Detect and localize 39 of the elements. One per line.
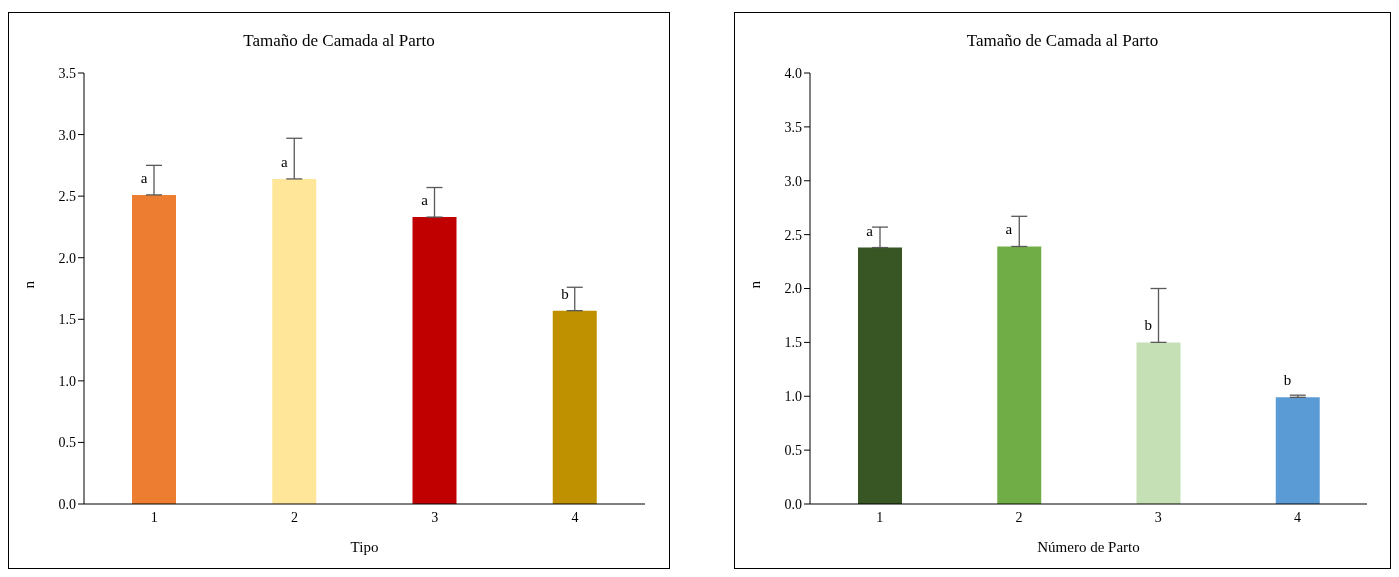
x-tick-label: 2 xyxy=(1014,509,1022,525)
annotation: a xyxy=(865,222,873,239)
y-axis-title: n xyxy=(21,280,38,289)
x-tick-label: 4 xyxy=(571,509,579,525)
y-tick-label: 0.0 xyxy=(784,496,802,512)
annotation: a xyxy=(140,169,148,186)
y-tick-label: 3.0 xyxy=(58,127,76,143)
annotation: a xyxy=(281,153,289,170)
y-tick-label: 2.0 xyxy=(58,250,76,266)
x-tick-label: 1 xyxy=(150,509,158,525)
y-tick-label: 1.5 xyxy=(58,312,76,328)
annotation: a xyxy=(421,192,429,209)
y-tick-label: 2.5 xyxy=(784,227,802,243)
y-tick-label: 3.5 xyxy=(58,65,76,81)
x-tick-label: 4 xyxy=(1293,509,1301,525)
x-tick-label: 3 xyxy=(431,509,439,525)
x-tick-label: 3 xyxy=(1154,509,1162,525)
y-tick-label: 3.0 xyxy=(784,173,802,189)
y-tick-label: 4.0 xyxy=(784,65,802,81)
y-tick-label: 2.0 xyxy=(784,281,802,297)
y-tick-label: 0.5 xyxy=(58,435,76,451)
x-tick-label: 1 xyxy=(875,509,883,525)
annotation: b xyxy=(1143,317,1152,334)
annotation: b xyxy=(1283,372,1291,389)
chart-title: Tamaño de Camada al Parto xyxy=(242,31,436,51)
chart-title: Tamaño de Camada al Parto xyxy=(965,31,1160,51)
x-axis-title: Número de Parto xyxy=(1036,539,1140,555)
annotation: b xyxy=(561,285,569,302)
x-tick-label: 2 xyxy=(290,509,298,525)
annotation: a xyxy=(1005,221,1013,238)
y-tick-label: 0.5 xyxy=(784,443,802,459)
y-tick-label: 1.5 xyxy=(784,335,802,351)
y-tick-label: 0.0 xyxy=(58,496,76,512)
y-tick-label: 1.0 xyxy=(58,373,76,389)
y-tick-label: 3.5 xyxy=(784,119,802,135)
y-tick-label: 2.5 xyxy=(58,189,76,205)
y-axis-title: n xyxy=(746,280,763,289)
x-axis-title: Tipo xyxy=(350,539,379,555)
y-tick-label: 1.0 xyxy=(784,389,802,405)
